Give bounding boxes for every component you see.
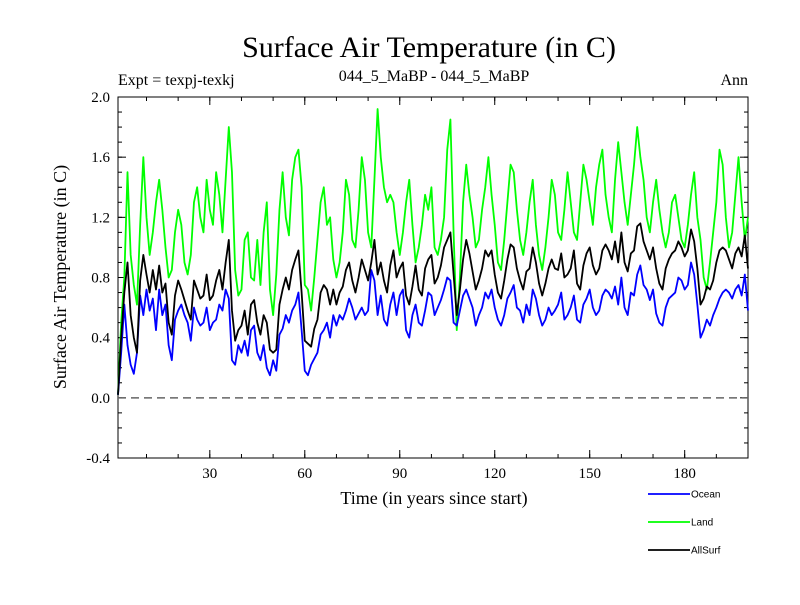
y-tick-label: 0.0	[91, 391, 110, 407]
x-tick-label: 120	[483, 466, 506, 482]
legend-label-ocean: Ocean	[691, 490, 720, 501]
chart-subtitle-left: Expt = texpj-texkj	[118, 72, 235, 89]
x-tick-label: 90	[392, 466, 407, 482]
plot-layer: -0.4 0.0 0.4 0.8 1.2 1.6 2.0 30 60 90 120 150 180	[86, 90, 749, 482]
y-tick-label: -0.4	[86, 451, 110, 467]
y-tick-label: 0.8	[91, 271, 110, 287]
y-tick-label: 2.0	[91, 90, 110, 106]
x-axis-label: Time (in years since start)	[340, 488, 527, 509]
x-tick-label: 180	[673, 466, 696, 482]
x-tick-label: 30	[202, 466, 217, 482]
chart-subtitle-right: Ann	[720, 72, 748, 89]
y-axis-label: Surface Air Temperature (in C)	[50, 165, 71, 389]
y-tick-label: 0.4	[91, 331, 110, 347]
legend-label-allsurf: AllSurf	[691, 546, 721, 557]
series-line-ocean	[117, 261, 749, 395]
chart-subtitle-center: 044_5_MaBP - 044_5_MaBP	[339, 68, 530, 85]
legend-label-land: Land	[691, 518, 713, 529]
plot-frame	[117, 96, 749, 459]
series-line-land	[117, 108, 749, 395]
chart-title: Surface Air Temperature (in C)	[242, 31, 616, 64]
y-tick-label: 1.2	[91, 210, 110, 226]
y-axis-label-text: Surface Air Temperature (in C)	[50, 165, 71, 389]
x-tick-label: 150	[578, 466, 601, 482]
y-tick-label: 1.6	[91, 150, 110, 166]
legend: Ocean Land AllSurf	[648, 490, 721, 557]
x-tick-label: 60	[297, 466, 312, 482]
series-line-allsurf	[117, 222, 749, 395]
